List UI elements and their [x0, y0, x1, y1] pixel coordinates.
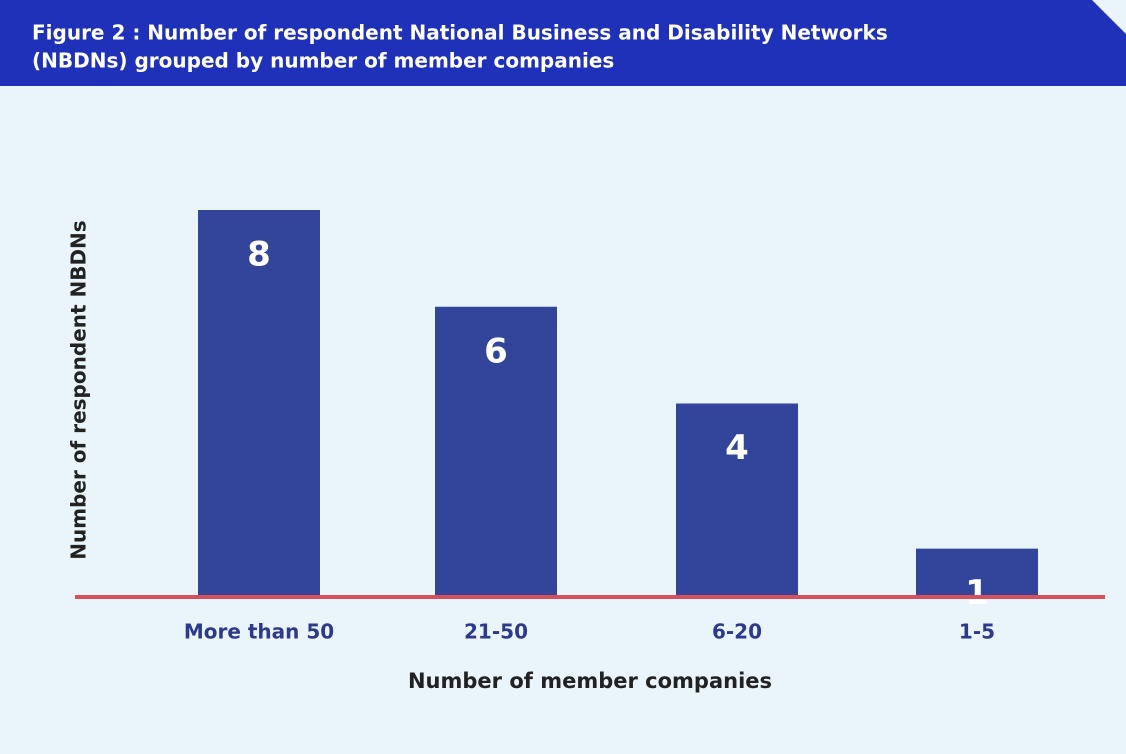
x-tick-label: 1-5	[959, 620, 995, 644]
x-tick-label: 21-50	[464, 620, 528, 644]
y-axis-title: Number of respondent NBDNs	[67, 220, 91, 559]
bar	[435, 306, 557, 597]
data-label: 4	[725, 428, 749, 468]
bar	[198, 210, 320, 597]
bar	[676, 403, 798, 597]
x-axis-title: Number of member companies	[408, 669, 772, 693]
x-tick-label: 6-20	[712, 620, 762, 644]
data-label: 6	[484, 331, 508, 371]
header-bar	[0, 0, 1126, 86]
bar	[916, 548, 1038, 597]
x-tick-label: More than 50	[184, 620, 334, 644]
chart-title: Figure 2 : Number of respondent National…	[32, 21, 888, 45]
chart-title: (NBDNs) grouped by number of member comp…	[32, 49, 614, 73]
data-label: 1	[965, 573, 989, 613]
data-label: 8	[247, 235, 271, 275]
